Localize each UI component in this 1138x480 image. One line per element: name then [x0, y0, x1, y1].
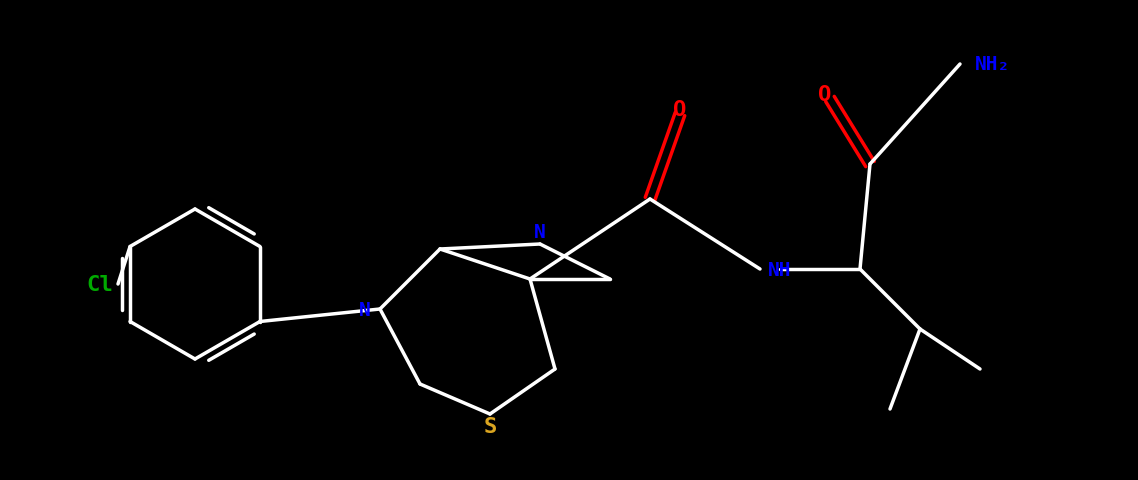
Text: NH: NH [768, 260, 792, 279]
Text: N: N [360, 300, 371, 319]
Text: NH₂: NH₂ [975, 55, 1011, 74]
Text: O: O [818, 85, 832, 105]
Text: Cl: Cl [86, 275, 114, 294]
Text: N: N [534, 223, 546, 242]
Text: O: O [674, 100, 686, 120]
Text: S: S [484, 416, 496, 436]
